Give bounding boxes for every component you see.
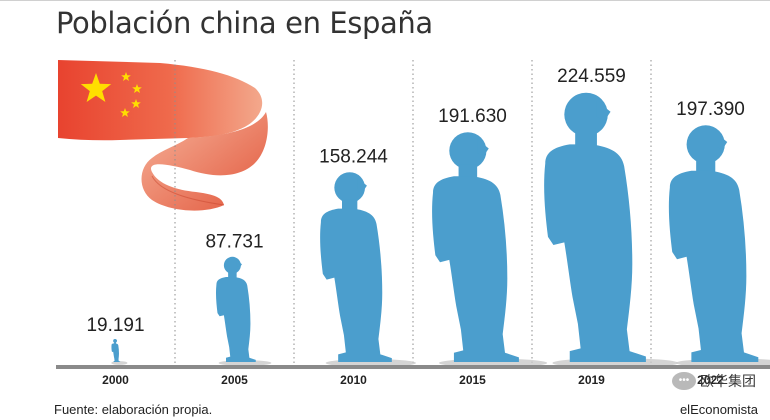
person-figure	[668, 125, 759, 362]
figure-nose	[715, 132, 728, 150]
figure-head	[449, 132, 487, 170]
flag-star-icon	[80, 73, 112, 102]
figure-body	[215, 276, 256, 362]
grid-lines	[174, 60, 652, 365]
x-tick-label: 2022	[697, 373, 724, 387]
figure-body	[320, 208, 392, 362]
person-figure	[544, 92, 646, 362]
person-figure	[215, 256, 256, 362]
figure-body	[432, 176, 519, 362]
top-rule	[0, 0, 770, 1]
flag-small-star-icon	[131, 99, 141, 108]
figures-layer	[111, 92, 770, 368]
figure-body	[668, 170, 759, 362]
brand-logo-text: elEconomista	[679, 402, 758, 417]
x-tick-label: 2010	[340, 373, 367, 387]
watermark-text: 欧华集团	[700, 373, 756, 389]
figure-nose	[477, 139, 489, 156]
figure-nose	[357, 177, 367, 192]
person-figure	[320, 172, 392, 362]
data-label: 197.390	[676, 99, 745, 120]
figure-nose	[115, 339, 118, 342]
flag-small-star-icon	[132, 84, 142, 93]
data-label: 87.731	[205, 232, 263, 253]
chart-title: Población china en España	[56, 6, 433, 40]
figure-neck	[114, 342, 116, 344]
x-axis: 2000 2005 2010 2015 2019 2022	[56, 365, 770, 387]
figure-head	[334, 172, 366, 203]
figure-body	[111, 343, 121, 362]
source-note: Fuente: elaboración propia.	[54, 402, 213, 417]
x-tick-label: 2005	[221, 373, 248, 387]
person-figure	[432, 132, 519, 362]
x-axis-ticks: 2000 2005 2010 2015 2019 2022	[102, 373, 724, 387]
data-label: 19.191	[86, 315, 144, 336]
data-labels-layer: 19.191 87.731 158.244 191.630 224.559 197.390	[86, 66, 744, 336]
figure-nose	[236, 259, 242, 268]
chat-bubble-icon: •••	[672, 372, 696, 390]
x-tick-label: 2019	[578, 373, 605, 387]
data-label: 191.630	[438, 106, 507, 127]
data-label: 224.559	[557, 66, 626, 87]
figure-nose	[596, 100, 611, 120]
person-figure	[111, 338, 121, 362]
x-axis-line	[56, 365, 770, 369]
flag-small-star-icon	[121, 72, 131, 81]
data-label: 158.244	[319, 146, 388, 167]
figure-neck	[228, 271, 237, 280]
china-flag-ribbon	[58, 60, 268, 211]
x-tick-label: 2015	[459, 373, 486, 387]
watermark: ••• 欧华集团	[672, 371, 756, 391]
x-tick-label: 2000	[102, 373, 129, 387]
figure-shadow	[111, 361, 128, 365]
figure-body	[544, 144, 646, 362]
flag-small-star-icon	[120, 108, 130, 117]
